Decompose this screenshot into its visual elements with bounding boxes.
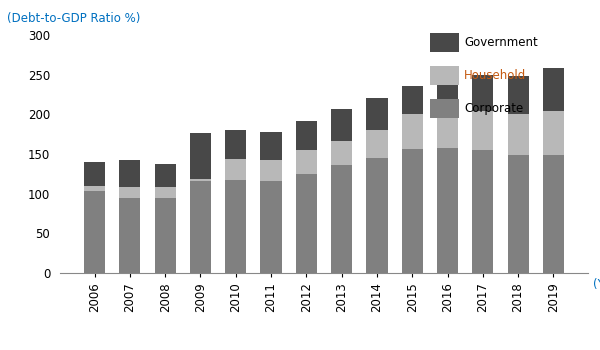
Bar [296, 174, 317, 273]
Bar [543, 155, 564, 273]
Bar [401, 149, 423, 273]
Bar [367, 130, 388, 158]
Bar [190, 180, 211, 181]
Text: Corporate: Corporate [464, 102, 523, 115]
Bar [260, 181, 281, 273]
Bar [543, 68, 564, 111]
Bar [543, 111, 564, 155]
Text: Government: Government [464, 36, 538, 49]
Bar [437, 148, 458, 273]
FancyBboxPatch shape [430, 66, 458, 85]
Bar [331, 109, 352, 141]
Bar [331, 165, 352, 273]
Bar [155, 163, 176, 187]
Bar [155, 187, 176, 198]
Bar [437, 78, 458, 112]
Bar [401, 114, 423, 149]
Bar [84, 162, 105, 186]
Bar [296, 121, 317, 150]
Bar [119, 198, 140, 273]
Bar [225, 130, 247, 159]
Bar [331, 141, 352, 165]
Bar [84, 191, 105, 273]
Bar [119, 187, 140, 198]
Bar [84, 186, 105, 191]
Bar [472, 150, 493, 273]
Bar [437, 112, 458, 148]
Bar [508, 76, 529, 113]
Bar [260, 132, 281, 160]
Bar [472, 111, 493, 150]
Bar [190, 133, 211, 180]
Bar [225, 159, 247, 180]
Text: (Year): (Year) [593, 278, 600, 291]
Bar [119, 160, 140, 187]
Bar [508, 155, 529, 273]
Bar [367, 98, 388, 130]
Bar [190, 181, 211, 273]
Bar [472, 75, 493, 111]
FancyBboxPatch shape [430, 99, 458, 118]
Text: (Debt-to-GDP Ratio %): (Debt-to-GDP Ratio %) [7, 13, 140, 26]
Bar [296, 150, 317, 174]
Bar [367, 158, 388, 273]
Bar [225, 180, 247, 273]
Bar [260, 160, 281, 181]
Bar [155, 198, 176, 273]
Bar [401, 86, 423, 114]
FancyBboxPatch shape [430, 33, 458, 52]
Bar [508, 113, 529, 155]
Text: Household: Household [464, 69, 526, 82]
